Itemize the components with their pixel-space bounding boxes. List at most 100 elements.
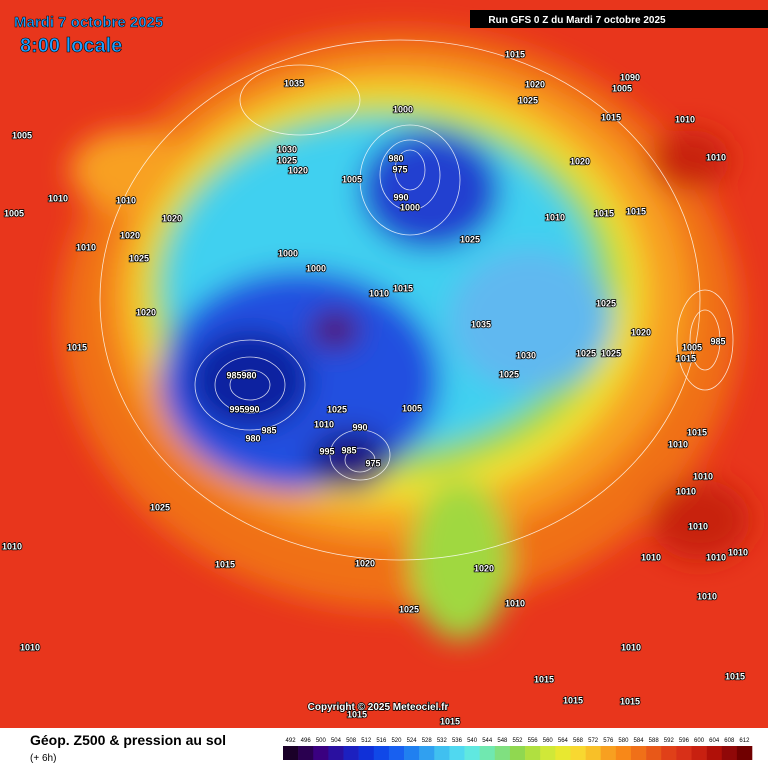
isobar-label: 1010 [668,439,688,449]
isobar-label: 1010 [314,419,334,429]
isobar-label: 1025 [277,155,297,165]
colorbar-label: 552 [512,738,523,744]
isobar-label: 975 [365,458,380,468]
colorbar-swatch [494,746,511,760]
colorbar: 492 496 500 504 508 512 516 520 524 528 532 536 540 5… [283,738,753,760]
isobar-label: 1010 [20,642,40,652]
isobar-label: 1025 [129,253,149,263]
isobar-label: 1025 [150,502,170,512]
isobar-label: 1035 [284,78,304,88]
isobar-label: 1005 [402,403,422,413]
isobar-label: 1015 [505,49,525,59]
colorbar-label: 564 [558,738,569,744]
isobar-label: 1005 [4,208,24,218]
colorbar-swatch [691,746,707,760]
isobar-label: 975 [392,164,407,174]
colorbar-label: 592 [664,738,675,744]
isobar-label: 1020 [288,165,308,175]
colorbar-swatch [585,746,602,760]
isobar-label: 1030 [516,350,536,360]
colorbar-label: 556 [528,738,539,744]
isobar-label: 1010 [116,195,136,205]
colorbar-label: 584 [634,738,645,744]
colorbar-swatch [600,746,617,760]
colorbar-label: 560 [543,738,554,744]
footer-title: Géop. Z500 & pression au sol [30,732,226,748]
isobar-label: 1015 [601,112,621,122]
isobar-label: 1015 [563,695,583,705]
colorbar-swatch [570,746,586,760]
isobar-label: 1020 [162,213,182,223]
isobar-label: 990 [244,404,259,414]
colorbar-swatch [540,746,556,760]
isobar-label: 1010 [675,114,695,124]
isobar-label: 1010 [706,552,726,562]
colorbar-label: 496 [301,738,312,744]
colorbar-label: 576 [603,738,614,744]
isobar-label: 1015 [676,353,696,363]
colorbar-swatch [449,746,465,760]
isobar-label: 1035 [471,319,491,329]
colorbar-label: 536 [452,738,463,744]
colorbar-swatch [373,746,390,760]
isobar-label: 995 [319,446,334,456]
isobar-label: 1025 [518,95,538,105]
isobar-label: 980 [241,370,256,380]
isobar-label: 1010 [2,541,22,551]
isobar-label: 1010 [369,288,389,298]
colorbar-label: 548 [497,738,508,744]
colorbar-label: 604 [709,738,720,744]
colorbar-swatch [525,746,541,760]
footer-step: (+ 6h) [30,753,56,764]
colorbar-swatch [464,746,480,760]
colorbar-label: 492 [286,738,297,744]
isobar-label: 1010 [48,193,68,203]
isobar-label: 1015 [67,342,87,352]
colorbar-swatch [509,746,526,760]
colorbar-label: 600 [694,738,705,744]
colorbar-swatch [313,746,329,760]
run-box [470,10,768,28]
colorbar-swatch [328,746,344,760]
isobar-label: 1020 [136,307,156,317]
isobar-label: 1005 [12,130,32,140]
isobar-label: 1030 [277,144,297,154]
isobar-label: 1025 [576,348,596,358]
colorbar-swatch [646,746,662,760]
isobar-label: 980 [245,433,260,443]
isobar-label: 1010 [76,242,96,252]
isobar-label: 1010 [621,642,641,652]
isobar-label: 1010 [505,598,525,608]
colorbar-label: 540 [467,738,478,744]
colorbar-swatch [343,746,359,760]
isobar-label: 1025 [327,404,347,414]
isobar-label: 990 [352,422,367,432]
isobar-label: 1015 [687,427,707,437]
colorbar-swatch [721,746,738,760]
colorbar-swatch [676,746,692,760]
colorbar-label: 512 [361,738,372,744]
geopotential-field [60,30,750,640]
isobar-label: 1015 [620,696,640,706]
colorbar-label: 532 [437,738,448,744]
isobar-label: 1010 [706,152,726,162]
isobar-label: 1000 [400,202,420,212]
isobar-label: 985 [261,425,276,435]
colorbar-label: 580 [618,738,629,744]
isobar-label: 1015 [594,208,614,218]
isobar-label: 1090 [620,72,640,82]
colorbar-label: 572 [588,738,599,744]
isobar-label: 1020 [570,156,590,166]
isobar-label: 1020 [631,327,651,337]
isobar-label: 1010 [693,471,713,481]
colorbar-label: 520 [391,738,402,744]
isobar-label: 1015 [393,283,413,293]
isobar-label: 1010 [545,212,565,222]
colorbar-swatch [298,746,314,760]
colorbar-swatch [630,746,647,760]
colorbar-swatch [555,746,571,760]
isobar-label: 1025 [601,348,621,358]
colorbar-label: 500 [316,738,327,744]
colorbar-swatch [283,746,299,760]
isobar-label: 1020 [525,79,545,89]
